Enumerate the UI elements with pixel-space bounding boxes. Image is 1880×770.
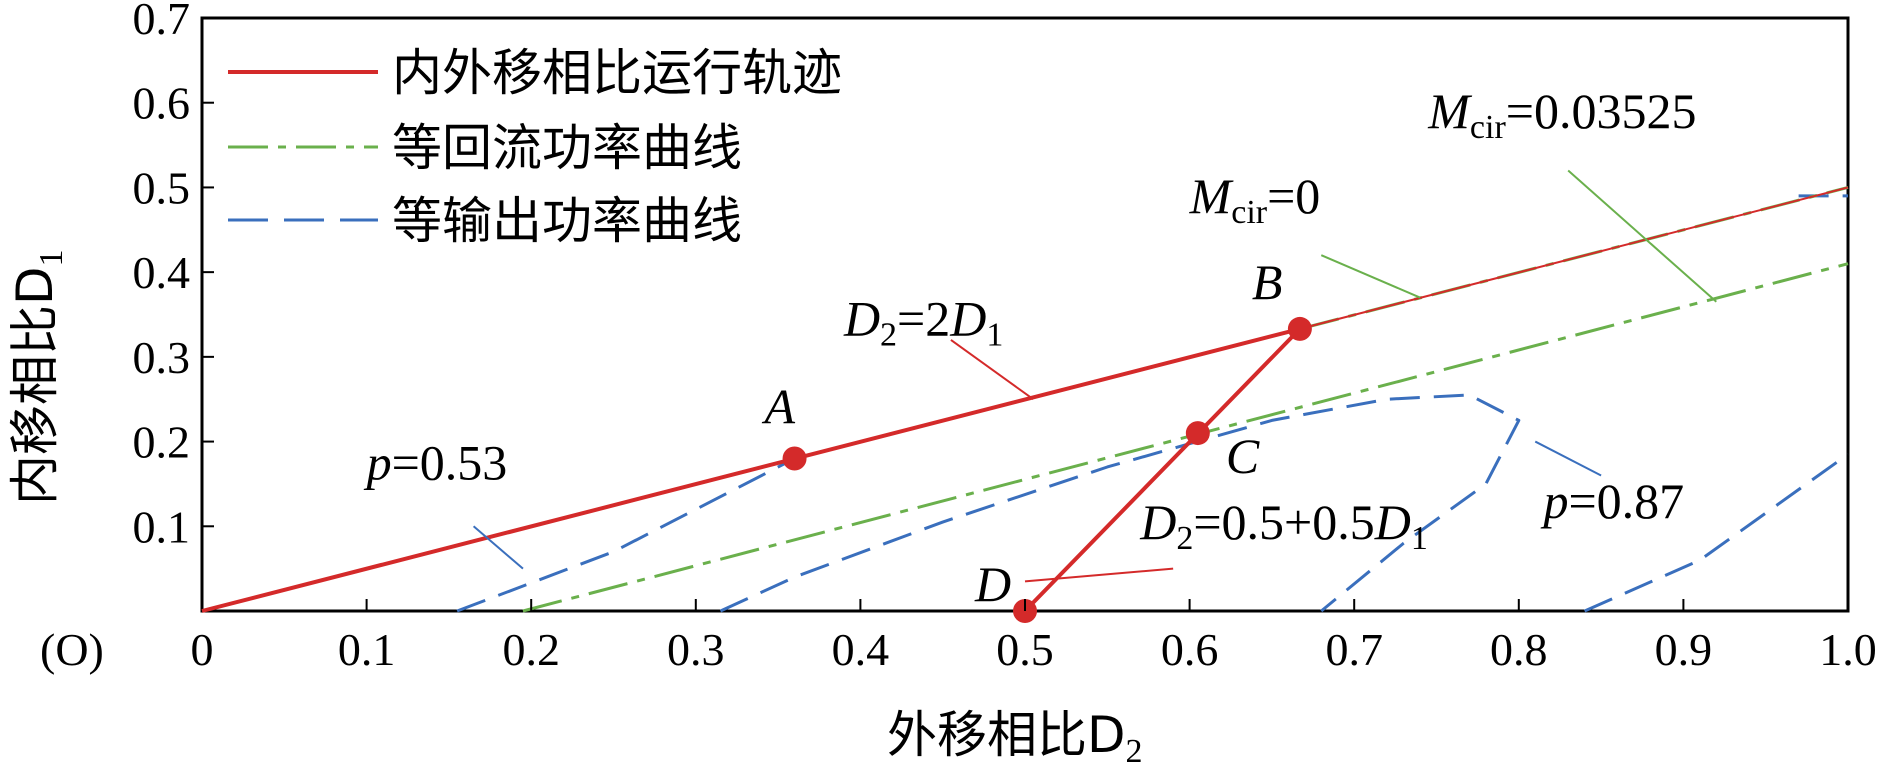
point-label-B: B bbox=[1252, 254, 1283, 310]
origin-label: (O) bbox=[40, 624, 104, 675]
y-axis-label-sub: 1 bbox=[33, 249, 70, 266]
leader-layer bbox=[472, 169, 1717, 583]
point-label-A: A bbox=[762, 379, 796, 435]
annotation-mcir03525: Mcir=0.03525 bbox=[1427, 83, 1696, 146]
point-B bbox=[1287, 316, 1312, 341]
annotation-layer: D2=2D1 p=0.53 Mcir=0 Mcir=0.03525 p=0.87 D2=0… bbox=[364, 83, 1697, 557]
y-tick-label: 0.4 bbox=[133, 247, 191, 298]
x-tick-label: 0 bbox=[191, 624, 214, 675]
annotation-mcir0: Mcir=0 bbox=[1189, 168, 1321, 231]
legend-label: 等回流功率曲线 bbox=[392, 119, 742, 177]
annotation-d2-2d1: D2=2D1 bbox=[843, 291, 1003, 354]
series-line-1 bbox=[1299, 186, 1849, 330]
x-axis-label-sub: 2 bbox=[1126, 733, 1143, 770]
legend-label: 等输出功率曲线 bbox=[392, 192, 742, 250]
legend: 内外移相比运行轨迹 等回流功率曲线 等输出功率曲线 bbox=[228, 44, 842, 250]
leader-line-d2-05 bbox=[1024, 567, 1174, 583]
y-tick-label: 0.7 bbox=[133, 0, 191, 44]
tick-layer: 0 0.1 0.2 0.3 0.4 0.5 0.6 0.7 0.8 0.9 1.0 0.1 0.2 0.3… bbox=[133, 0, 1877, 675]
series-line-4 bbox=[456, 457, 796, 613]
x-tick-label: 0.5 bbox=[996, 624, 1054, 675]
point-label-C: C bbox=[1226, 428, 1260, 484]
x-axis-label: 外移相比D2 bbox=[887, 706, 1143, 770]
y-tick-label: 0.1 bbox=[133, 501, 191, 552]
legend-label: 内外移相比运行轨迹 bbox=[392, 44, 842, 102]
x-tick-label: 0.3 bbox=[667, 624, 725, 675]
leader-line-mcir03525 bbox=[1567, 169, 1717, 303]
point-A bbox=[782, 446, 807, 471]
point-label-D: D bbox=[974, 556, 1011, 612]
y-tick-label: 0.2 bbox=[133, 417, 191, 468]
x-tick-label: 0.8 bbox=[1490, 624, 1548, 675]
x-tick-label: 0.6 bbox=[1161, 624, 1219, 675]
x-tick-label: 0.4 bbox=[832, 624, 890, 675]
annotation-d2-05: D2=0.5+0.5D1 bbox=[1139, 494, 1428, 557]
leader-line-p053 bbox=[472, 525, 524, 570]
series-line-5 bbox=[719, 393, 1521, 613]
annotation-p087: p=0.87 bbox=[1540, 473, 1684, 529]
point-layer: A B C D bbox=[762, 254, 1312, 623]
series-line-6 bbox=[1584, 453, 1849, 613]
x-tick-label: 0.9 bbox=[1655, 624, 1713, 675]
x-tick-label: 0.2 bbox=[502, 624, 560, 675]
annotation-p053: p=0.53 bbox=[364, 435, 508, 491]
leader-line-p087 bbox=[1534, 440, 1602, 477]
y-tick-label: 0.6 bbox=[133, 78, 191, 129]
point-C bbox=[1185, 421, 1210, 446]
leader-line-mcir0 bbox=[1320, 254, 1421, 299]
y-tick-label: 0.3 bbox=[133, 332, 191, 383]
x-tick-label: 1.0 bbox=[1819, 624, 1877, 675]
series-layer bbox=[201, 185, 1849, 613]
x-tick-label: 0.1 bbox=[338, 624, 396, 675]
y-tick-label: 0.5 bbox=[133, 162, 191, 213]
series-line-3 bbox=[522, 262, 1849, 613]
y-axis-label-text: 内移相比D bbox=[6, 266, 64, 505]
x-axis-label-text: 外移相比D bbox=[887, 706, 1126, 764]
leader-line-d2-2d1 bbox=[950, 339, 1034, 401]
y-axis-label: 内移相比D1 bbox=[6, 249, 70, 505]
x-tick-label: 0.7 bbox=[1325, 624, 1383, 675]
